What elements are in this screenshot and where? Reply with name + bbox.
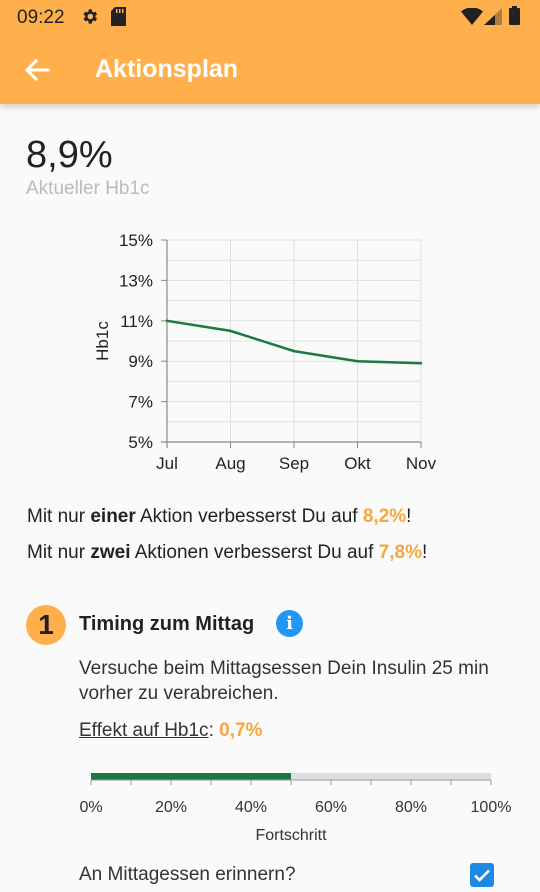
value-two-actions: 7,8% (378, 542, 422, 563)
y-tick-label: 7% (128, 393, 153, 412)
data-point (165, 319, 169, 323)
x-tick-label: Jul (156, 454, 178, 473)
data-point (419, 361, 423, 365)
reminder-checkbox[interactable] (470, 863, 494, 887)
y-tick-label: 9% (128, 352, 153, 371)
sd-card-icon (111, 7, 126, 26)
current-hb1c-value: 8,9% (26, 134, 113, 176)
progress-tick-label: 20% (155, 799, 187, 816)
progress-tick-label: 80% (395, 799, 427, 816)
message-one-action: Mit nur einer Aktion verbesserst Du auf … (27, 506, 412, 527)
back-arrow-icon[interactable] (22, 55, 52, 85)
value-one-action: 8,2% (362, 506, 407, 527)
data-point (356, 359, 359, 363)
data-point (292, 349, 296, 353)
signal-icon (484, 8, 502, 25)
x-tick-label: Okt (344, 454, 371, 473)
progress-fill (91, 773, 291, 780)
x-tick-label: Nov (406, 454, 437, 473)
y-tick-label: 15% (119, 231, 153, 250)
progress-tick-label: 40% (235, 799, 267, 816)
message-two-actions: Mit nur zwei Aktionen verbesserst Du auf… (27, 542, 428, 563)
effect-link[interactable]: Effekt auf Hb1c (79, 720, 209, 741)
checkmark-icon (474, 869, 490, 882)
y-tick-label: 5% (128, 433, 153, 452)
hb1c-chart: 15% 13% 11% 9% 7% 5%Jul Aug Sep Okt Nov Hb1c (93, 231, 437, 473)
info-icon[interactable]: i (276, 610, 303, 637)
action-effect: Effekt auf Hb1c: 0,7% (79, 720, 263, 741)
y-tick-label: 11% (120, 312, 153, 331)
progress-tick-label: 0% (80, 799, 103, 816)
progress-label: Fortschritt (255, 827, 327, 844)
progress-tick-label: 100% (471, 799, 512, 816)
reminder-label: An Mittagessen erinnern? (79, 864, 296, 885)
y-axis-label: Hb1c (93, 321, 112, 361)
action-number-badge: 1 (26, 605, 66, 645)
progress-tick-label: 60% (315, 799, 347, 816)
top-bar: 09:22 Aktionsplan (0, 0, 540, 104)
action-description: Versuche beim Mittagsessen Dein Insulin … (79, 658, 489, 704)
status-time: 09:22 (17, 7, 65, 28)
page-title: Aktionsplan (95, 55, 239, 83)
action-title: Timing zum Mittag (79, 613, 255, 635)
battery-icon (509, 6, 520, 25)
status-bar: 09:22 (0, 0, 540, 34)
x-tick-label: Aug (215, 454, 245, 473)
wifi-icon (461, 8, 483, 25)
y-tick-label: 13% (119, 271, 153, 290)
x-tick-label: Sep (279, 454, 309, 473)
data-point (229, 329, 232, 333)
current-hb1c-label: Aktueller Hb1c (26, 178, 150, 199)
effect-value: 0,7% (219, 720, 263, 741)
gear-icon (83, 9, 98, 24)
progress-bar: 0% 20% 40% 60% 80% 100% Fortschritt (80, 773, 512, 844)
